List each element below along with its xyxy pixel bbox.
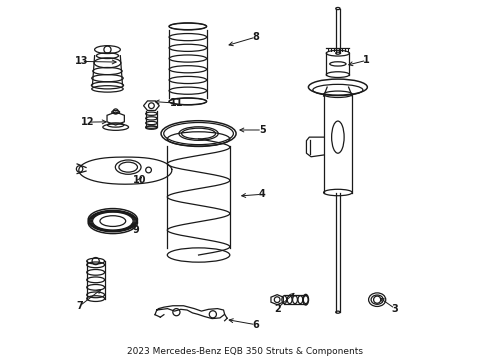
Text: 4: 4 xyxy=(259,189,266,199)
Text: 9: 9 xyxy=(133,225,140,235)
Text: 5: 5 xyxy=(259,125,266,135)
Text: 12: 12 xyxy=(81,117,95,127)
Text: 2023 Mercedes-Benz EQB 350 Struts & Components: 2023 Mercedes-Benz EQB 350 Struts & Comp… xyxy=(127,347,363,356)
Text: 11: 11 xyxy=(171,98,184,108)
Text: 6: 6 xyxy=(252,320,259,330)
Text: 8: 8 xyxy=(252,32,259,42)
Text: 10: 10 xyxy=(133,175,147,185)
Text: 1: 1 xyxy=(363,55,370,65)
Text: 3: 3 xyxy=(392,303,398,314)
Text: 13: 13 xyxy=(74,57,88,66)
Text: 2: 2 xyxy=(274,303,280,314)
Text: 7: 7 xyxy=(76,301,83,311)
